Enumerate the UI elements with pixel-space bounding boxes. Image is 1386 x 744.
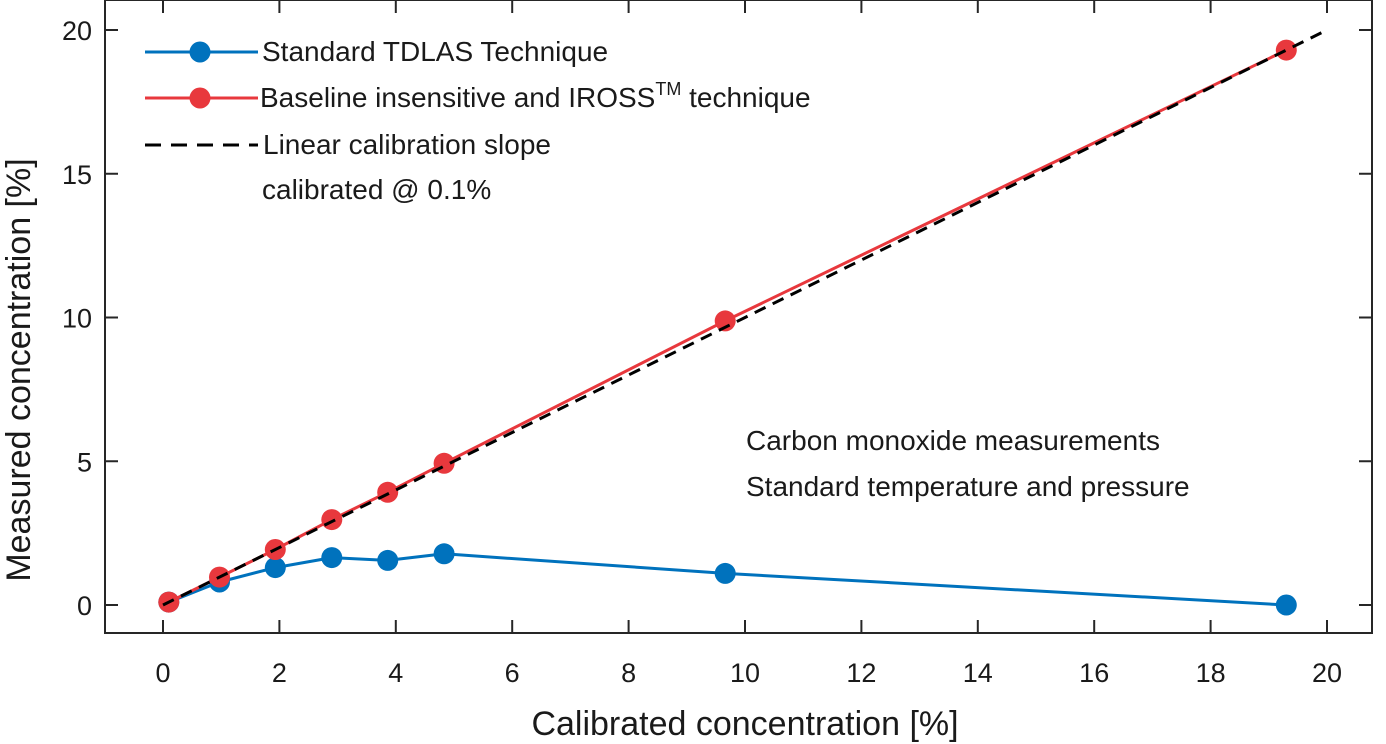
y-tick-label: 20 xyxy=(62,16,92,46)
x-tick-label: 14 xyxy=(963,658,993,688)
series-standard-tdlas-point xyxy=(321,547,343,569)
y-tick-label: 0 xyxy=(77,591,92,621)
x-tick-label: 12 xyxy=(846,658,876,688)
series-standard-tdlas-point xyxy=(1275,594,1297,616)
legend-label-baseline-suffix: technique xyxy=(681,82,810,113)
series-standard-tdlas-point xyxy=(377,549,399,571)
x-tick-label: 20 xyxy=(1312,658,1342,688)
x-tick-label: 8 xyxy=(621,658,636,688)
legend-label-calibration: Linear calibration slope xyxy=(263,129,551,160)
series-baseline-iross-point xyxy=(1275,39,1297,61)
legend-label-standard: Standard TDLAS Technique xyxy=(262,36,608,67)
series-standard-tdlas-point xyxy=(264,557,286,579)
series-calibration-slope xyxy=(162,28,1328,607)
legend-label-baseline-main: Baseline insensitive and IROSS xyxy=(260,82,655,113)
legend-label-calibration-line2: calibrated @ 0.1% xyxy=(262,174,491,205)
legend-marker-baseline xyxy=(189,87,211,109)
series-layer xyxy=(158,28,1328,616)
y-tick-label: 10 xyxy=(62,304,92,334)
annotation-line-1: Carbon monoxide measurements xyxy=(746,425,1160,456)
x-tick-label: 2 xyxy=(272,658,287,688)
legend-marker-standard xyxy=(189,41,211,63)
series-standard-tdlas-point xyxy=(714,562,736,584)
y-axis-title: Measured concentration [%] xyxy=(0,158,38,581)
annotation-line-2: Standard temperature and pressure xyxy=(746,471,1190,502)
series-calibration-slope-line xyxy=(162,28,1328,607)
y-tick-label: 5 xyxy=(77,447,92,477)
legend: Standard TDLAS Technique Baseline insens… xyxy=(145,36,811,205)
legend-label-baseline-tm: TM xyxy=(655,79,681,99)
y-tick-label: 15 xyxy=(62,160,92,190)
series-baseline-iross-point xyxy=(377,481,399,503)
legend-label-baseline: Baseline insensitive and IROSSTM techniq… xyxy=(260,79,811,113)
x-axis-title: Calibrated concentration [%] xyxy=(531,705,958,743)
x-tick-label: 10 xyxy=(730,658,760,688)
x-tick-label: 0 xyxy=(155,658,170,688)
x-tick-label: 16 xyxy=(1079,658,1109,688)
x-tick-label: 6 xyxy=(505,658,520,688)
x-tick-label: 4 xyxy=(388,658,403,688)
x-axis: 0 2 4 6 8 10 12 14 16 18 20 xyxy=(155,0,1342,688)
y-axis: 0 5 10 15 20 xyxy=(62,16,1372,621)
series-baseline-iross-point xyxy=(714,310,736,332)
series-baseline-iross-point xyxy=(321,509,343,531)
x-tick-label: 18 xyxy=(1196,658,1226,688)
series-standard-tdlas-point xyxy=(433,543,455,565)
